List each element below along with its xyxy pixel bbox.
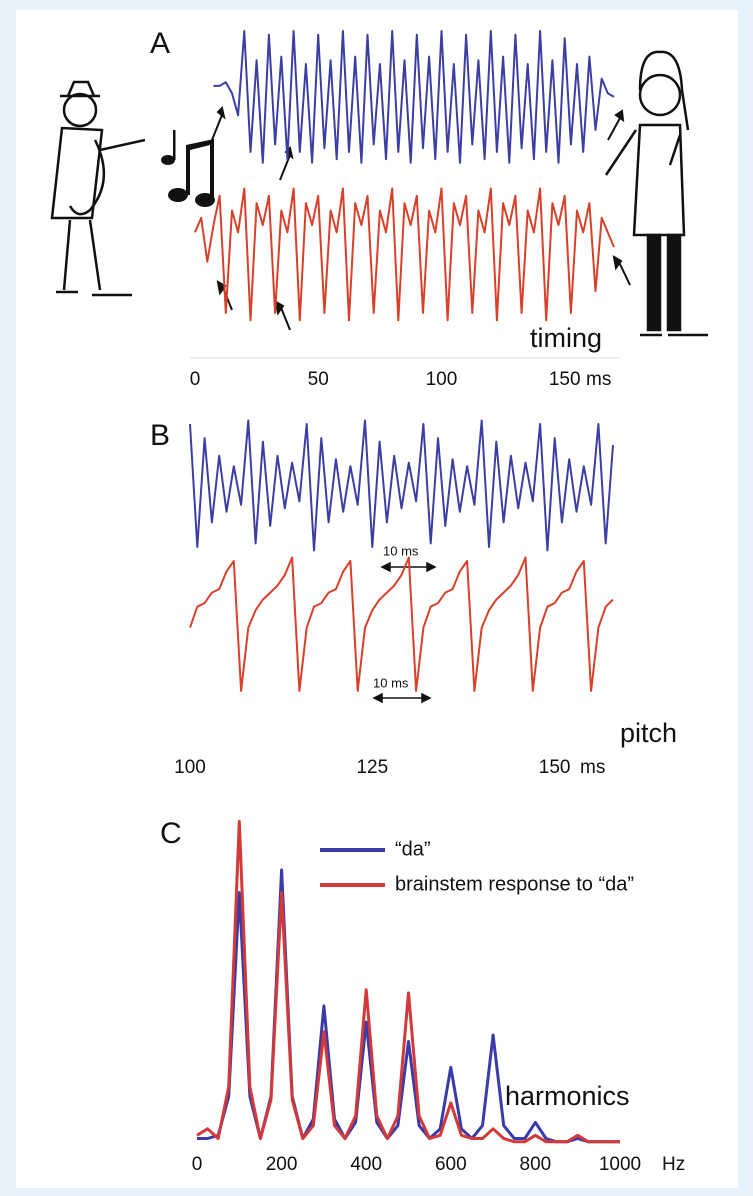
x-tick-label: 100 — [174, 757, 206, 778]
series-line — [213, 30, 615, 164]
x-tick-label: 600 — [435, 1154, 467, 1175]
x-tick-label: 1000 — [599, 1154, 641, 1175]
series-line — [196, 820, 620, 1144]
x-tick-label: 150 — [549, 369, 581, 390]
x-axis-unit: Hz — [662, 1154, 685, 1175]
panel-label: B — [150, 419, 170, 452]
x-tick-label: 400 — [350, 1154, 382, 1175]
x-tick-label: 150 — [539, 757, 571, 778]
x-axis-unit: ms — [580, 757, 605, 778]
series-line — [189, 556, 614, 692]
legend-label: “da” — [395, 838, 431, 860]
x-tick-label: 50 — [308, 369, 329, 390]
annotation: timing — [530, 323, 602, 353]
annotation: 10 ms — [373, 675, 409, 690]
arrows — [211, 106, 631, 331]
x-tick-label: 200 — [266, 1154, 298, 1175]
x-tick-label: 100 — [426, 369, 458, 390]
music-notes — [161, 130, 215, 207]
singer — [604, 50, 708, 337]
series-line — [189, 419, 614, 552]
panel-label: C — [160, 817, 182, 850]
annotation: harmonics — [505, 1081, 630, 1111]
saxophonist — [50, 80, 146, 297]
x-tick-label: 125 — [356, 757, 388, 778]
legend-label: brainstem response to “da” — [395, 873, 634, 895]
figure-background — [16, 10, 738, 1188]
x-tick-label: 800 — [520, 1154, 552, 1175]
x-tick-label: 0 — [192, 1154, 203, 1175]
series-line — [194, 187, 615, 322]
x-axis-unit: ms — [586, 369, 611, 390]
x-tick-label: 0 — [190, 369, 201, 390]
annotation: 10 ms — [383, 543, 419, 558]
panel-label: A — [150, 27, 170, 60]
annotation: pitch — [620, 718, 677, 748]
